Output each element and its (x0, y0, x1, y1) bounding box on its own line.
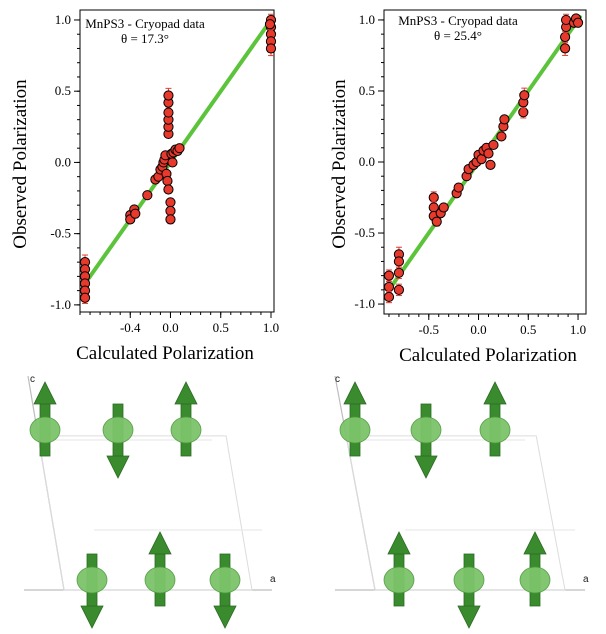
chart-1-subtitle: θ = 17.3° (121, 31, 169, 46)
chart-2-subtitle: θ = 25.4° (434, 28, 482, 43)
mn-atom (453, 566, 485, 594)
data-point (265, 43, 277, 54)
mn-atom (144, 566, 176, 594)
mn-atom (339, 416, 371, 444)
spin-arrow-up-head (343, 381, 367, 405)
chart-1-title: MnPS3 - Cryopad data (85, 16, 205, 31)
x-tick-label: 0.5 (520, 322, 536, 337)
structure-2-group (334, 375, 585, 629)
chart-1-group: -0.4 0.0 0.5 1.0 -1.0 -0.5 0.0 0.5 1.0 (50, 9, 279, 335)
data-point (79, 292, 91, 303)
spin-arrow-down-head (213, 605, 237, 629)
structure-panel-1: c a (24, 374, 276, 629)
spin-arrow-up-head (148, 531, 172, 555)
data-point (518, 107, 529, 118)
x-tick-label: -0.4 (120, 320, 141, 335)
x-tick-label: 0.0 (470, 322, 486, 337)
x-tick-label: 0.0 (162, 320, 178, 335)
data-point (572, 17, 584, 28)
spin-arrow-down-head (80, 605, 104, 629)
x-tick-label: 1.0 (263, 320, 279, 335)
mn-atom (29, 416, 61, 444)
spin-arrow-up-head (483, 381, 507, 405)
unit-cell-outline (37, 435, 253, 591)
mn-atom (102, 416, 134, 444)
spin-arrow-down-head (414, 455, 438, 479)
data-point (428, 192, 439, 203)
structure-2-c-label: c (335, 374, 340, 385)
data-point (519, 90, 530, 101)
y-tick-label: -1.0 (354, 296, 375, 311)
spin-arrow-up-head (174, 381, 198, 405)
mn-atom (519, 566, 551, 594)
mn-atom (209, 566, 241, 594)
chart-2-xlabel: Calculated Polarization (399, 345, 577, 366)
mn-atom (170, 416, 202, 444)
data-point (264, 19, 276, 30)
spin-arrow-down-head (457, 605, 481, 629)
data-point (163, 107, 174, 118)
structure-1-a-label: a (270, 574, 276, 585)
y-tick-label: 1.0 (359, 12, 375, 27)
y-tick-label: 0.0 (359, 154, 375, 169)
chart-2-group: -0.5 0.0 0.5 1.0 -1.0 -0.5 0.0 0.5 1.0 (354, 9, 587, 337)
data-point (499, 114, 510, 125)
data-point (165, 214, 176, 225)
chart-panel-2: -0.5 0.0 0.5 1.0 -1.0 -0.5 0.0 0.5 1.0 MnPS3 - C… (329, 9, 587, 366)
data-point (174, 143, 185, 154)
data-point (165, 197, 176, 208)
mn-atom (410, 416, 442, 444)
mn-atom (383, 566, 415, 594)
data-point (383, 291, 395, 303)
spin-arrow-down-head (106, 455, 130, 479)
chart-2-title: MnPS3 - Cryopad data (398, 13, 518, 28)
data-point (488, 139, 499, 151)
y-tick-label: 0.0 (55, 154, 71, 169)
data-point (431, 216, 442, 227)
spin-arrow-up-head (523, 531, 547, 555)
data-point (167, 157, 178, 168)
data-point (165, 205, 176, 216)
data-point (393, 284, 405, 295)
chart-1-ylabel: Observed Polarization (10, 79, 31, 249)
unit-cell-outline (345, 435, 566, 591)
structure-1-c-label: c (30, 374, 35, 385)
data-point (438, 202, 449, 213)
spin-arrow-up-head (33, 381, 57, 405)
data-point (163, 184, 174, 195)
data-point (393, 256, 405, 267)
structure-1-group (24, 375, 272, 629)
spin-arrow-up-head (387, 531, 411, 555)
structure-panel-2: c a (334, 374, 589, 629)
y-tick-label: -0.5 (354, 225, 375, 240)
data-point (162, 175, 173, 187)
data-point (142, 190, 153, 201)
structure-2-a-label: a (583, 574, 589, 585)
data-point (383, 281, 395, 293)
y-tick-label: -0.5 (50, 226, 71, 241)
x-tick-label: 0.5 (213, 320, 229, 335)
data-point (485, 159, 496, 170)
chart-1-xlabel: Calculated Polarization (76, 343, 254, 364)
mn-atom (76, 566, 108, 594)
chart-panel-1: -0.4 0.0 0.5 1.0 -1.0 -0.5 0.0 0.5 1.0 MnPS3 - C… (10, 9, 279, 364)
data-point (483, 148, 494, 159)
data-point (453, 182, 464, 193)
y-tick-label: 1.0 (55, 12, 71, 27)
data-point (560, 43, 571, 54)
data-point (163, 90, 174, 101)
data-point (393, 267, 405, 278)
data-point (560, 31, 571, 43)
x-tick-label: 1.0 (570, 322, 586, 337)
data-point (130, 208, 141, 219)
y-tick-label: -1.0 (50, 297, 71, 312)
x-tick-label: -0.5 (418, 322, 439, 337)
chart-2-ylabel: Observed Polarization (329, 79, 350, 249)
mn-atom (479, 416, 511, 444)
y-tick-label: 0.5 (55, 83, 71, 98)
data-point (496, 131, 507, 142)
plot-frame (79, 9, 275, 313)
data-point (383, 270, 395, 281)
y-tick-label: 0.5 (359, 83, 375, 98)
